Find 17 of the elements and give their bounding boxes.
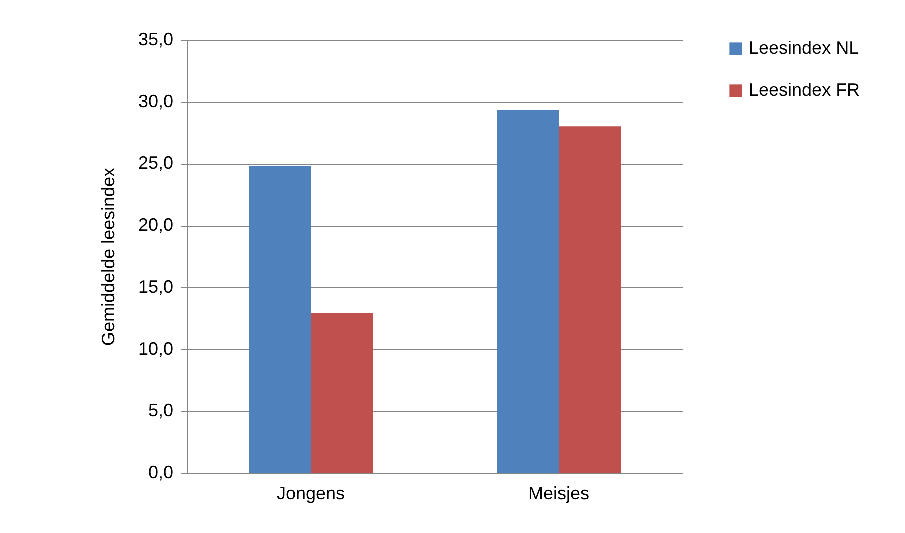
bar <box>249 166 311 473</box>
y-tick-label: 30,0 <box>138 91 174 112</box>
y-tick-label: 0,0 <box>148 462 174 482</box>
y-tick-label: 5,0 <box>148 400 174 421</box>
legend-label: Leesindex NL <box>749 38 860 58</box>
x-tick-label: Meisjes <box>528 484 590 504</box>
bar <box>559 126 621 473</box>
y-axis-title: Gemiddelde leesindex <box>98 168 118 346</box>
x-tick-label: Jongens <box>276 484 346 504</box>
y-tick-label: 35,0 <box>138 30 174 50</box>
y-tick-label: 15,0 <box>138 276 174 297</box>
bar <box>497 110 559 473</box>
y-tick-label: 10,0 <box>138 338 174 359</box>
bar <box>311 313 373 473</box>
y-tick-label: 20,0 <box>138 215 174 236</box>
legend-label: Leesindex FR <box>749 80 860 100</box>
y-tick-label: 25,0 <box>138 153 174 174</box>
